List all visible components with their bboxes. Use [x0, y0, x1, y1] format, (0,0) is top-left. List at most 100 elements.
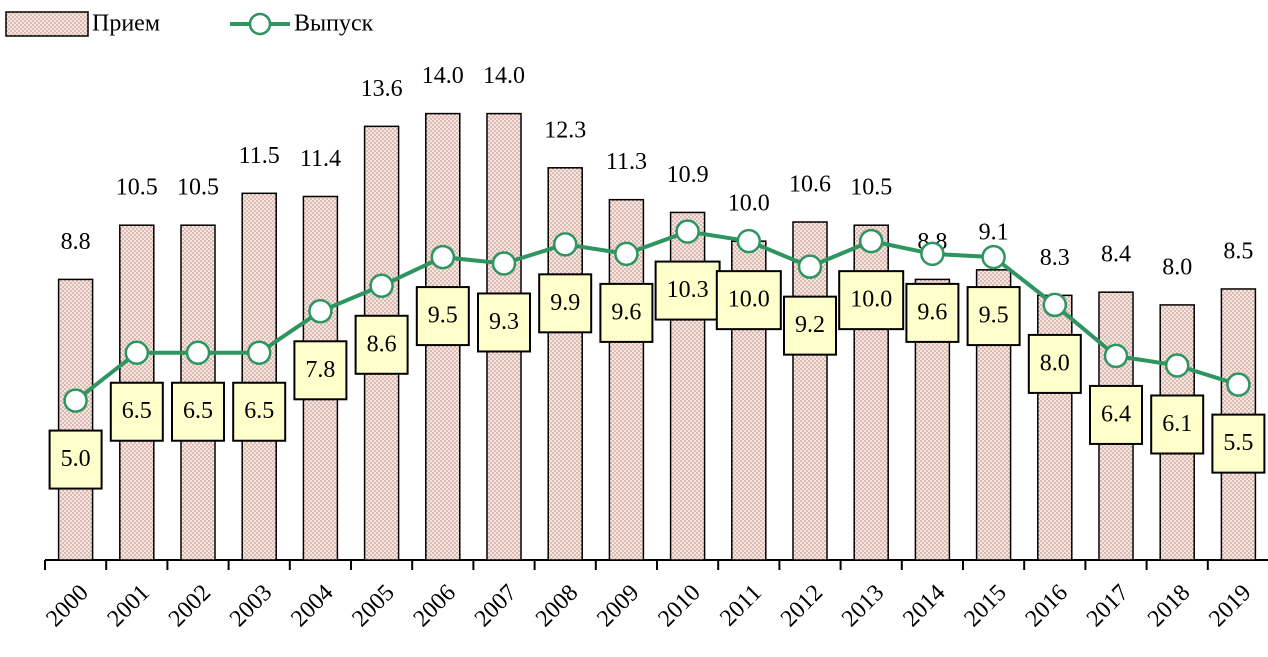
line-label-box: [1211, 413, 1266, 474]
legend-label: Прием: [92, 11, 160, 37]
line-label-box: [232, 381, 287, 442]
x-tick-label: 2001: [103, 580, 155, 632]
bar: [547, 167, 583, 561]
line-marker: [552, 232, 578, 257]
line-label-box: [109, 381, 164, 442]
line-value-label: 9.5: [979, 303, 1009, 329]
line-marker: [491, 251, 517, 276]
bar-value-label: 11.4: [300, 146, 341, 172]
bar-value-label: 13.6: [361, 76, 403, 102]
line-value-label: 9.2: [795, 312, 825, 338]
line-marker: [430, 244, 456, 270]
x-tick-label: 2019: [1204, 580, 1256, 632]
bar-value-label: 10.9: [667, 162, 709, 188]
x-tick-label: 2004: [286, 580, 338, 632]
line-label-box: [293, 340, 348, 401]
line-value-label: 9.6: [917, 299, 947, 325]
line-label-box: [966, 286, 1021, 347]
x-tick-label: 2009: [592, 580, 644, 632]
bar-value-label: 14.0: [422, 63, 464, 89]
line-value-label: 9.9: [550, 290, 580, 316]
line-value-label: 10.3: [667, 277, 709, 303]
line-marker: [675, 219, 700, 244]
bar: [241, 192, 277, 561]
line-value-label: 9.3: [489, 309, 519, 335]
x-tick-label: 2016: [1021, 580, 1073, 632]
x-tick-label: 2011: [715, 580, 767, 632]
line-marker: [308, 299, 333, 324]
x-tick-label: 2010: [653, 580, 705, 632]
line-label-box: [171, 381, 225, 442]
bar-value-label: 8.0: [1162, 254, 1192, 280]
line-marker: [124, 340, 150, 365]
line-label-box: [538, 273, 593, 334]
line-label-box: [654, 260, 721, 321]
line-marker: [858, 228, 884, 254]
line-marker: [1164, 353, 1190, 378]
line-value-label: 6.5: [244, 398, 274, 424]
line-value-label: 9.6: [611, 299, 641, 325]
line-value-label: 8.0: [1040, 350, 1070, 376]
bar-value-label: 10.6: [789, 172, 831, 198]
legend-marker: [248, 12, 272, 36]
line-value-label: 6.1: [1162, 411, 1192, 437]
bar-value-label: 11.3: [606, 149, 647, 175]
x-tick-label: 2005: [347, 580, 399, 632]
line-marker: [736, 228, 762, 254]
line-marker: [1103, 343, 1129, 369]
bar-value-label: 8.3: [1040, 245, 1070, 271]
legend-label: Выпуск: [294, 11, 374, 37]
line-label-box: [1027, 333, 1082, 394]
x-tick-label: 2012: [776, 580, 828, 632]
line-label-box: [415, 286, 470, 347]
bar-value-label: 8.5: [1223, 238, 1253, 264]
bar-value-label: 10.0: [728, 191, 770, 217]
x-tick-label: 2008: [531, 580, 583, 632]
line-value-label: 10.0: [728, 287, 770, 313]
bar-value-label: 11.5: [239, 143, 280, 169]
line-label-box: [1150, 394, 1205, 455]
bar-value-label: 9.1: [979, 219, 1009, 245]
line-label-box: [477, 292, 531, 353]
line-value-label: 5.0: [61, 446, 91, 472]
line-value-label: 9.5: [428, 303, 458, 329]
line-marker: [246, 340, 272, 365]
x-tick-label: 2000: [41, 580, 93, 632]
x-tick-label: 2017: [1082, 580, 1134, 632]
bar-value-label: 8.8: [61, 229, 91, 255]
bar: [57, 278, 94, 561]
x-tick-label: 2003: [225, 580, 277, 632]
line-marker: [797, 254, 823, 279]
bar-value-label: 10.5: [177, 175, 219, 201]
bar-value-label: 10.5: [116, 175, 158, 201]
line-value-label: 8.6: [367, 331, 397, 357]
x-tick-label: 2015: [959, 580, 1011, 632]
line-label-box: [599, 282, 654, 343]
line-label-box: [905, 282, 960, 343]
x-tick-label: 2007: [470, 580, 522, 632]
bar-value-label: 10.5: [850, 175, 892, 201]
x-tick-label: 2006: [409, 580, 461, 632]
line-marker: [369, 273, 394, 299]
line-marker: [614, 241, 639, 267]
line-value-label: 6.5: [122, 398, 152, 424]
line-label-box: [1089, 384, 1143, 445]
line-marker: [1226, 372, 1251, 397]
line-marker: [1042, 292, 1068, 318]
line-label-box: [354, 314, 409, 375]
line-label-box: [715, 270, 782, 331]
x-tick-label: 2002: [164, 580, 216, 632]
line-label-box: [783, 295, 837, 356]
line-marker: [920, 241, 945, 267]
line-value-label: 6.5: [183, 398, 213, 424]
line-marker: [63, 388, 88, 413]
line-label-box: [838, 270, 905, 331]
line-value-label: 7.8: [305, 357, 335, 383]
line-value-label: 6.4: [1101, 401, 1131, 427]
line-value-label: 5.5: [1223, 430, 1253, 456]
bar-value-label: 12.3: [544, 117, 586, 143]
x-tick-label: 2018: [1143, 580, 1195, 632]
bar-value-label: 14.0: [483, 63, 525, 89]
bar-value-label: 8.4: [1101, 242, 1131, 268]
